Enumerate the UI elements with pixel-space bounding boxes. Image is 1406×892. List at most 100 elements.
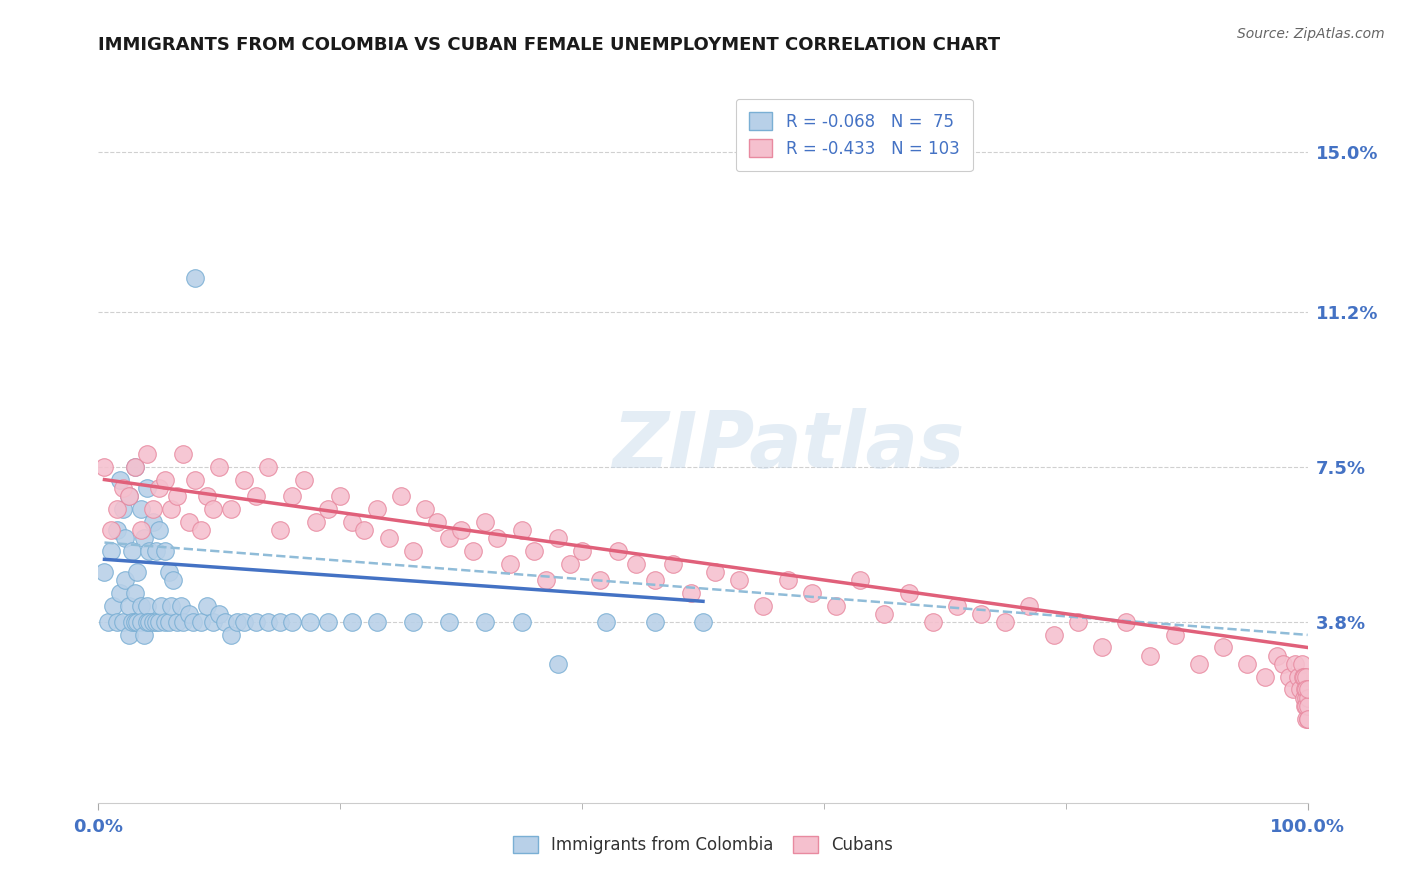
Point <box>232 615 254 630</box>
Point <box>172 615 194 630</box>
Point <box>93 460 115 475</box>
Point <box>162 574 184 588</box>
Point <box>921 615 943 630</box>
Point <box>148 523 170 537</box>
Point <box>402 615 425 630</box>
Point <box>105 523 128 537</box>
Point <box>1295 670 1317 684</box>
Point <box>127 565 149 579</box>
Point <box>166 615 188 630</box>
Point <box>111 502 134 516</box>
Point <box>595 615 617 630</box>
Point <box>1236 657 1258 672</box>
Point <box>221 628 243 642</box>
Point <box>160 502 183 516</box>
Point <box>226 615 249 630</box>
Point <box>692 615 714 630</box>
Point <box>1267 648 1289 663</box>
Point <box>534 574 557 588</box>
Point <box>114 574 136 588</box>
Point <box>214 615 236 630</box>
Point <box>316 502 339 516</box>
Point <box>426 515 449 529</box>
Point <box>118 599 141 613</box>
Point <box>1286 670 1309 684</box>
Point <box>571 544 593 558</box>
Point <box>105 502 128 516</box>
Point <box>1139 648 1161 663</box>
Point <box>366 502 388 516</box>
Point <box>498 557 520 571</box>
Point <box>148 615 170 630</box>
Point <box>1295 712 1317 726</box>
Text: IMMIGRANTS FROM COLOMBIA VS CUBAN FEMALE UNEMPLOYMENT CORRELATION CHART: IMMIGRANTS FROM COLOMBIA VS CUBAN FEMALE… <box>98 36 1001 54</box>
Point <box>129 615 152 630</box>
Point <box>1292 690 1315 705</box>
Point <box>1018 599 1040 613</box>
Point <box>486 532 509 546</box>
Point <box>129 599 152 613</box>
Point <box>329 489 352 503</box>
Point <box>100 523 122 537</box>
Point <box>108 473 131 487</box>
Point <box>644 615 666 630</box>
Point <box>305 515 328 529</box>
Point <box>437 615 460 630</box>
Point <box>679 586 702 600</box>
Point <box>195 599 218 613</box>
Point <box>181 615 204 630</box>
Point <box>142 615 165 630</box>
Point <box>1289 682 1312 697</box>
Point <box>153 473 176 487</box>
Text: ZIPatlas: ZIPatlas <box>612 408 963 484</box>
Point <box>800 586 823 600</box>
Point <box>299 615 322 630</box>
Point <box>221 502 243 516</box>
Point <box>994 615 1017 630</box>
Point <box>450 523 472 537</box>
Point <box>111 481 134 495</box>
Point <box>108 586 131 600</box>
Point <box>245 489 267 503</box>
Point <box>160 599 183 613</box>
Point <box>121 544 143 558</box>
Point <box>474 515 496 529</box>
Point <box>1282 682 1305 697</box>
Point <box>101 599 124 613</box>
Point <box>752 599 775 613</box>
Point <box>179 515 201 529</box>
Point <box>342 615 364 630</box>
Point <box>118 628 141 642</box>
Point <box>124 460 146 475</box>
Point <box>292 473 315 487</box>
Point <box>342 515 364 529</box>
Point <box>510 615 533 630</box>
Point <box>644 574 666 588</box>
Point <box>558 557 581 571</box>
Point <box>129 502 152 516</box>
Point <box>281 489 304 503</box>
Legend: Immigrants from Colombia, Cubans: Immigrants from Colombia, Cubans <box>505 828 901 863</box>
Point <box>389 489 412 503</box>
Point <box>849 574 872 588</box>
Point <box>184 271 207 285</box>
Point <box>1296 699 1319 714</box>
Point <box>135 481 157 495</box>
Point <box>1115 615 1137 630</box>
Point <box>316 615 339 630</box>
Point <box>547 657 569 672</box>
Point <box>1278 670 1301 684</box>
Point <box>1091 640 1114 655</box>
Point <box>124 460 146 475</box>
Point <box>1295 682 1317 697</box>
Point <box>946 599 969 613</box>
Point <box>105 615 128 630</box>
Point <box>134 532 156 546</box>
Point <box>111 615 134 630</box>
Point <box>166 489 188 503</box>
Point <box>138 615 160 630</box>
Point <box>208 460 231 475</box>
Point <box>150 599 173 613</box>
Point <box>145 544 167 558</box>
Point <box>1294 699 1316 714</box>
